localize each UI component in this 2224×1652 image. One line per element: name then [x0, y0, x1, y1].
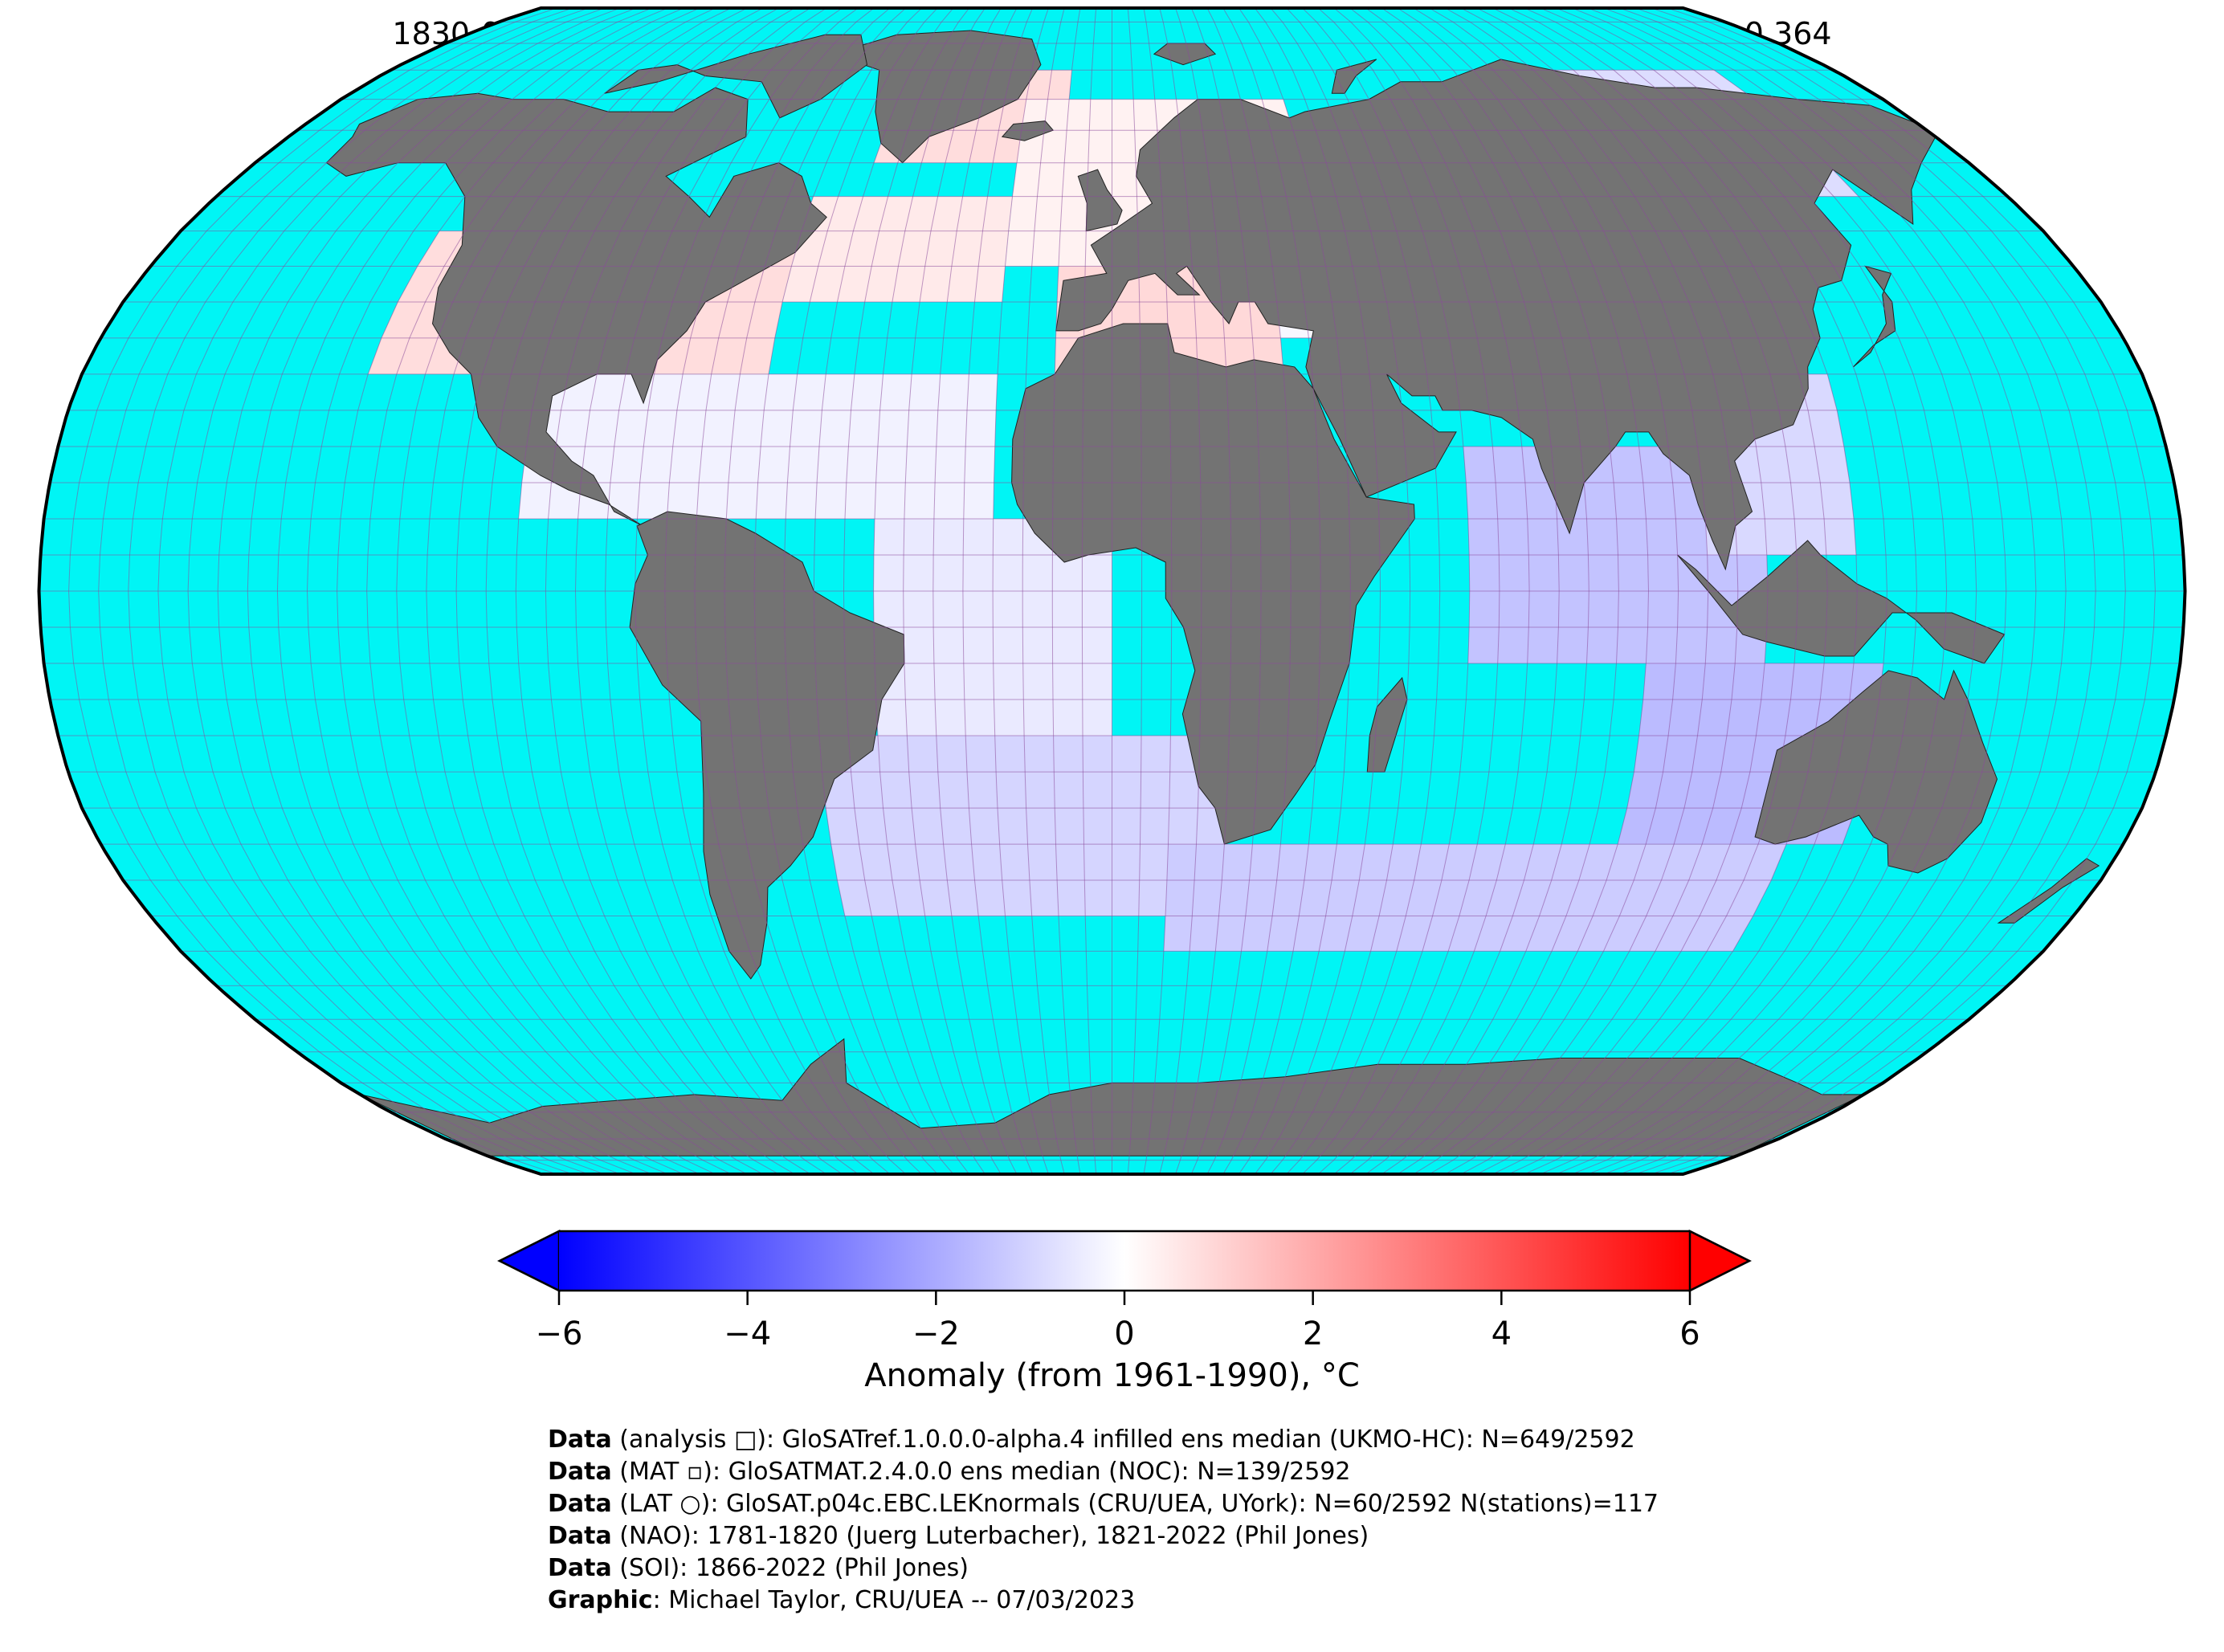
credits-block: Data (analysis □): GloSATref.1.0.0.0-alp…: [548, 1424, 1659, 1617]
map-border: [37, 6, 2187, 1176]
iceland-landmass: [1001, 120, 1055, 141]
south-america-landmass: [629, 511, 905, 980]
credit-line: Data (MAT ▫): GloSATMAT.2.4.0.0 ens medi…: [548, 1458, 1351, 1486]
colorbar-tick-label: −2: [912, 1315, 960, 1352]
uk-landmass: [1077, 169, 1123, 232]
africa-landmass: [1011, 323, 1415, 845]
colorbar-extend-low: [497, 1229, 561, 1293]
anomaly-cell: [1163, 844, 1787, 952]
novaya-zemlya-landmass: [1331, 59, 1377, 94]
anomaly-cell: [819, 736, 1230, 916]
colorbar-tick-label: −6: [535, 1315, 583, 1352]
world-map: [37, 6, 2187, 1176]
credit-line: Data (LAT ○): GloSAT.p04c.EBC.LEKnormals…: [548, 1490, 1659, 1518]
colorbar-tick-label: 6: [1679, 1315, 1700, 1352]
colorbar-tick-label: −4: [724, 1315, 772, 1352]
credit-line: Data (SOI): 1866-2022 (Phil Jones): [548, 1554, 969, 1582]
credit-line: Data (analysis □): GloSATref.1.0.0.0-alp…: [548, 1426, 1635, 1454]
graticule-grid: [39, 8, 2185, 1174]
colorbar-tick-label: 4: [1491, 1315, 1512, 1352]
credit-line: Data (NAO): 1781-1820 (Juerg Luterbacher…: [548, 1522, 1369, 1550]
eurasia-landmass: [1055, 59, 1936, 571]
colorbar-extend-high: [1688, 1229, 1752, 1293]
colorbar-gradient: [559, 1231, 1690, 1291]
land-masses: [325, 30, 2100, 1156]
colorbar-outline: [497, 1230, 1752, 1292]
svalbard-landmass: [1153, 43, 1217, 66]
colorbar-tick-label: 0: [1114, 1315, 1135, 1352]
colorbar-label: Anomaly (from 1961-1990), °C: [864, 1357, 1360, 1394]
credit-line: Graphic: Michael Taylor, CRU/UEA -- 07/0…: [548, 1586, 1136, 1614]
anomaly-cell: [782, 196, 1013, 302]
colorbar-tick-label: 2: [1302, 1315, 1324, 1352]
north-america-landmass: [325, 87, 827, 527]
